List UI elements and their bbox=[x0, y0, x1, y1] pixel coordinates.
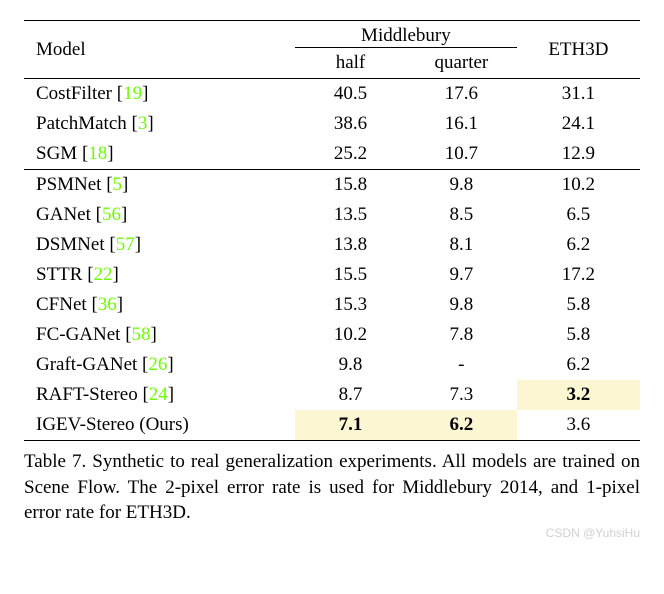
model-cell: FC-GANet [58] bbox=[24, 320, 295, 350]
col-header-model: Model bbox=[24, 21, 295, 79]
value-cell-quarter: 8.1 bbox=[406, 230, 517, 260]
citation-ref: 22 bbox=[94, 264, 113, 285]
value-cell-eth3d: 24.1 bbox=[517, 109, 640, 139]
value-cell-quarter: 7.3 bbox=[406, 380, 517, 410]
table-caption: Table 7. Synthetic to real generalizatio… bbox=[24, 449, 640, 526]
model-cell: PatchMatch [3] bbox=[24, 109, 295, 139]
model-name: SGM bbox=[36, 143, 82, 164]
model-name: PatchMatch bbox=[36, 113, 132, 134]
value-cell-eth3d: 6.5 bbox=[517, 200, 640, 230]
value-cell-quarter: - bbox=[406, 350, 517, 380]
table-row: PatchMatch [3]38.616.124.1 bbox=[24, 109, 640, 139]
col-header-middlebury: Middlebury bbox=[295, 21, 517, 48]
model-name: FC-GANet bbox=[36, 324, 125, 345]
model-name: Graft-GANet bbox=[36, 354, 142, 375]
value-cell-half: 8.7 bbox=[295, 380, 406, 410]
model-cell: SGM [18] bbox=[24, 139, 295, 170]
model-name: RAFT-Stereo bbox=[36, 384, 142, 405]
value-cell-half: 9.8 bbox=[295, 350, 406, 380]
model-name: CostFilter bbox=[36, 83, 117, 104]
value-cell-half: 10.2 bbox=[295, 320, 406, 350]
value-cell-half: 13.5 bbox=[295, 200, 406, 230]
table-row: FC-GANet [58]10.27.85.8 bbox=[24, 320, 640, 350]
table-row: STTR [22]15.59.717.2 bbox=[24, 260, 640, 290]
citation-ref: 36 bbox=[98, 294, 117, 315]
table-row: CFNet [36]15.39.85.8 bbox=[24, 290, 640, 320]
citation-ref: 19 bbox=[123, 83, 142, 104]
citation-ref: 57 bbox=[116, 234, 135, 255]
watermark: CSDN @YuhsiHu bbox=[546, 526, 640, 540]
model-cell: CostFilter [19] bbox=[24, 79, 295, 110]
model-cell: Graft-GANet [26] bbox=[24, 350, 295, 380]
model-cell: CFNet [36] bbox=[24, 290, 295, 320]
table-row: Graft-GANet [26]9.8-6.2 bbox=[24, 350, 640, 380]
value-cell-eth3d: 3.2 bbox=[517, 380, 640, 410]
model-name: GANet bbox=[36, 204, 96, 225]
table-row: GANet [56]13.58.56.5 bbox=[24, 200, 640, 230]
citation-ref: 18 bbox=[88, 143, 107, 164]
model-name: CFNet bbox=[36, 294, 91, 315]
citation-ref: 58 bbox=[132, 324, 151, 345]
citation-ref: 26 bbox=[148, 354, 167, 375]
value-cell-half: 7.1 bbox=[295, 410, 406, 441]
value-cell-eth3d: 12.9 bbox=[517, 139, 640, 170]
value-cell-half: 15.8 bbox=[295, 170, 406, 201]
value-cell-eth3d: 6.2 bbox=[517, 350, 640, 380]
value-cell-quarter: 16.1 bbox=[406, 109, 517, 139]
value-cell-half: 15.3 bbox=[295, 290, 406, 320]
results-table: Model Middlebury ETH3D half quarter Cost… bbox=[24, 20, 640, 441]
value-cell-half: 13.8 bbox=[295, 230, 406, 260]
table-row: DSMNet [57]13.88.16.2 bbox=[24, 230, 640, 260]
col-header-eth3d: ETH3D bbox=[517, 21, 640, 79]
value-cell-half: 15.5 bbox=[295, 260, 406, 290]
citation-ref: 5 bbox=[113, 174, 123, 195]
citation-ref: 56 bbox=[102, 204, 121, 225]
value-cell-eth3d: 5.8 bbox=[517, 320, 640, 350]
table-row: CostFilter [19]40.517.631.1 bbox=[24, 79, 640, 110]
value-cell-eth3d: 5.8 bbox=[517, 290, 640, 320]
model-cell: STTR [22] bbox=[24, 260, 295, 290]
citation-ref: 3 bbox=[138, 113, 148, 134]
col-subheader-half: half bbox=[295, 48, 406, 79]
value-cell-quarter: 9.8 bbox=[406, 170, 517, 201]
value-cell-quarter: 6.2 bbox=[406, 410, 517, 441]
value-cell-eth3d: 31.1 bbox=[517, 79, 640, 110]
value-cell-half: 38.6 bbox=[295, 109, 406, 139]
table-row: SGM [18]25.210.712.9 bbox=[24, 139, 640, 170]
value-cell-quarter: 17.6 bbox=[406, 79, 517, 110]
model-name: DSMNet bbox=[36, 234, 109, 255]
value-cell-quarter: 7.8 bbox=[406, 320, 517, 350]
model-name: PSMNet bbox=[36, 174, 106, 195]
value-cell-eth3d: 6.2 bbox=[517, 230, 640, 260]
value-cell-half: 40.5 bbox=[295, 79, 406, 110]
model-cell: GANet [56] bbox=[24, 200, 295, 230]
caption-label: Table 7. bbox=[24, 451, 86, 472]
value-cell-quarter: 8.5 bbox=[406, 200, 517, 230]
model-name: STTR bbox=[36, 264, 87, 285]
col-subheader-quarter: quarter bbox=[406, 48, 517, 79]
model-cell: IGEV-Stereo (Ours) bbox=[24, 410, 295, 441]
value-cell-quarter: 9.7 bbox=[406, 260, 517, 290]
value-cell-quarter: 10.7 bbox=[406, 139, 517, 170]
value-cell-half: 25.2 bbox=[295, 139, 406, 170]
table-row: RAFT-Stereo [24]8.77.33.2 bbox=[24, 380, 640, 410]
value-cell-quarter: 9.8 bbox=[406, 290, 517, 320]
citation-ref: 24 bbox=[149, 384, 168, 405]
table-row: PSMNet [5]15.89.810.2 bbox=[24, 170, 640, 201]
model-cell: DSMNet [57] bbox=[24, 230, 295, 260]
value-cell-eth3d: 17.2 bbox=[517, 260, 640, 290]
table-row: IGEV-Stereo (Ours)7.16.23.6 bbox=[24, 410, 640, 441]
model-cell: RAFT-Stereo [24] bbox=[24, 380, 295, 410]
model-cell: PSMNet [5] bbox=[24, 170, 295, 201]
caption-text: Synthetic to real generalization experim… bbox=[24, 451, 640, 523]
value-cell-eth3d: 3.6 bbox=[517, 410, 640, 441]
value-cell-eth3d: 10.2 bbox=[517, 170, 640, 201]
